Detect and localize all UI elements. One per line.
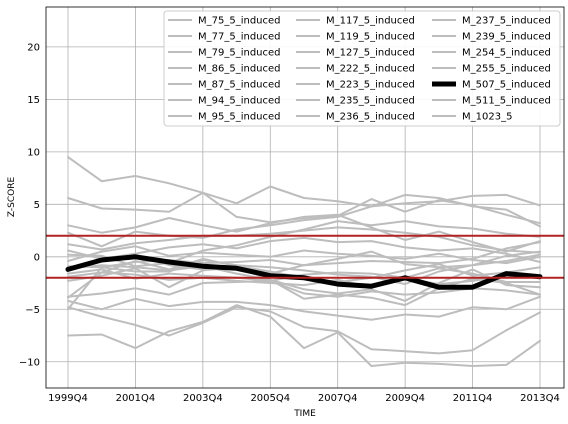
- legend-label: M_95_5_induced: [198, 112, 281, 123]
- x-tick-label: 2009Q4: [385, 393, 425, 404]
- y-tick-label: 20: [27, 42, 40, 53]
- series-line-m-95-5-induced: [67, 245, 541, 265]
- y-axis-label: Z-SCORE: [7, 177, 17, 218]
- legend-label: M_75_5_induced: [198, 16, 281, 27]
- series-lines: [65, 156, 543, 367]
- legend-label: M_236_5_induced: [326, 112, 415, 123]
- series-line-m-223-5-induced: [67, 266, 541, 302]
- series-line-m-1023-5: [67, 264, 541, 307]
- series-line-m-255-5-induced: [67, 253, 541, 311]
- x-axis-label: TIME: [293, 409, 316, 419]
- threshold-lines: [46, 234, 564, 279]
- legend-label: M_94_5_induced: [198, 96, 281, 107]
- x-tick-label: 2011Q4: [453, 393, 493, 404]
- axis-ticks: −10 −5 0 5 10 15 20 1999Q4 2001Q4 2003Q4 2005Q4 200…: [19, 42, 560, 404]
- legend-label: M_254_5_induced: [462, 48, 551, 59]
- y-tick-label: 0: [34, 252, 40, 263]
- legend-label: M_223_5_induced: [326, 80, 415, 91]
- legend-label: M_222_5_induced: [326, 64, 415, 75]
- series-line-m-236-5-induced: [67, 295, 541, 321]
- series-line-m-511-5-induced: [67, 220, 541, 268]
- legend-label: M_239_5_induced: [462, 32, 551, 43]
- legend-label: M_87_5_induced: [198, 80, 281, 91]
- legend-label: M_127_5_induced: [326, 48, 415, 59]
- x-tick-label: 2013Q4: [520, 393, 560, 404]
- x-tick-label: 2005Q4: [250, 393, 290, 404]
- legend-label: M_507_5_induced: [462, 80, 551, 91]
- legend-label: M_1023_5: [462, 112, 512, 123]
- y-tick-label: −10: [19, 357, 40, 368]
- legend-label: M_235_5_induced: [326, 96, 415, 107]
- legend-label: M_77_5_induced: [198, 32, 281, 43]
- y-tick-label: 10: [27, 147, 40, 158]
- series-line-m-77-5-induced: [67, 191, 541, 225]
- series-line-m-87-5-induced: [67, 226, 541, 254]
- legend-label: M_79_5_induced: [198, 48, 281, 59]
- legend-label: M_117_5_induced: [326, 16, 415, 27]
- legend-label: M_86_5_induced: [198, 64, 281, 75]
- x-tick-label: 2001Q4: [116, 393, 156, 404]
- x-tick-label: 2007Q4: [318, 393, 358, 404]
- series-line-m-94-5-induced: [67, 236, 541, 263]
- legend-label: M_511_5_induced: [462, 96, 551, 107]
- legend-label: M_237_5_induced: [462, 16, 551, 27]
- legend-label: M_255_5_induced: [462, 64, 551, 75]
- series-line-m-239-5-induced: [67, 304, 541, 367]
- legend-box: [163, 10, 561, 127]
- legend: M_75_5_induced M_77_5_induced M_79_5_induc…: [163, 10, 561, 127]
- series-line-m-254-5-induced: [67, 250, 541, 299]
- series-line-m-237-5-induced: [67, 306, 541, 355]
- y-tick-label: 5: [34, 200, 40, 211]
- plot-frame: [45, 6, 565, 389]
- y-tick-label: −5: [25, 305, 40, 316]
- y-tick-label: 15: [27, 95, 40, 106]
- x-tick-label: 2003Q4: [183, 393, 223, 404]
- series-line-m-86-5-induced: [67, 193, 541, 248]
- legend-label: M_119_5_induced: [326, 32, 415, 43]
- x-tick-label: 1999Q4: [48, 393, 88, 404]
- series-line-m-79-5-induced: [67, 213, 541, 253]
